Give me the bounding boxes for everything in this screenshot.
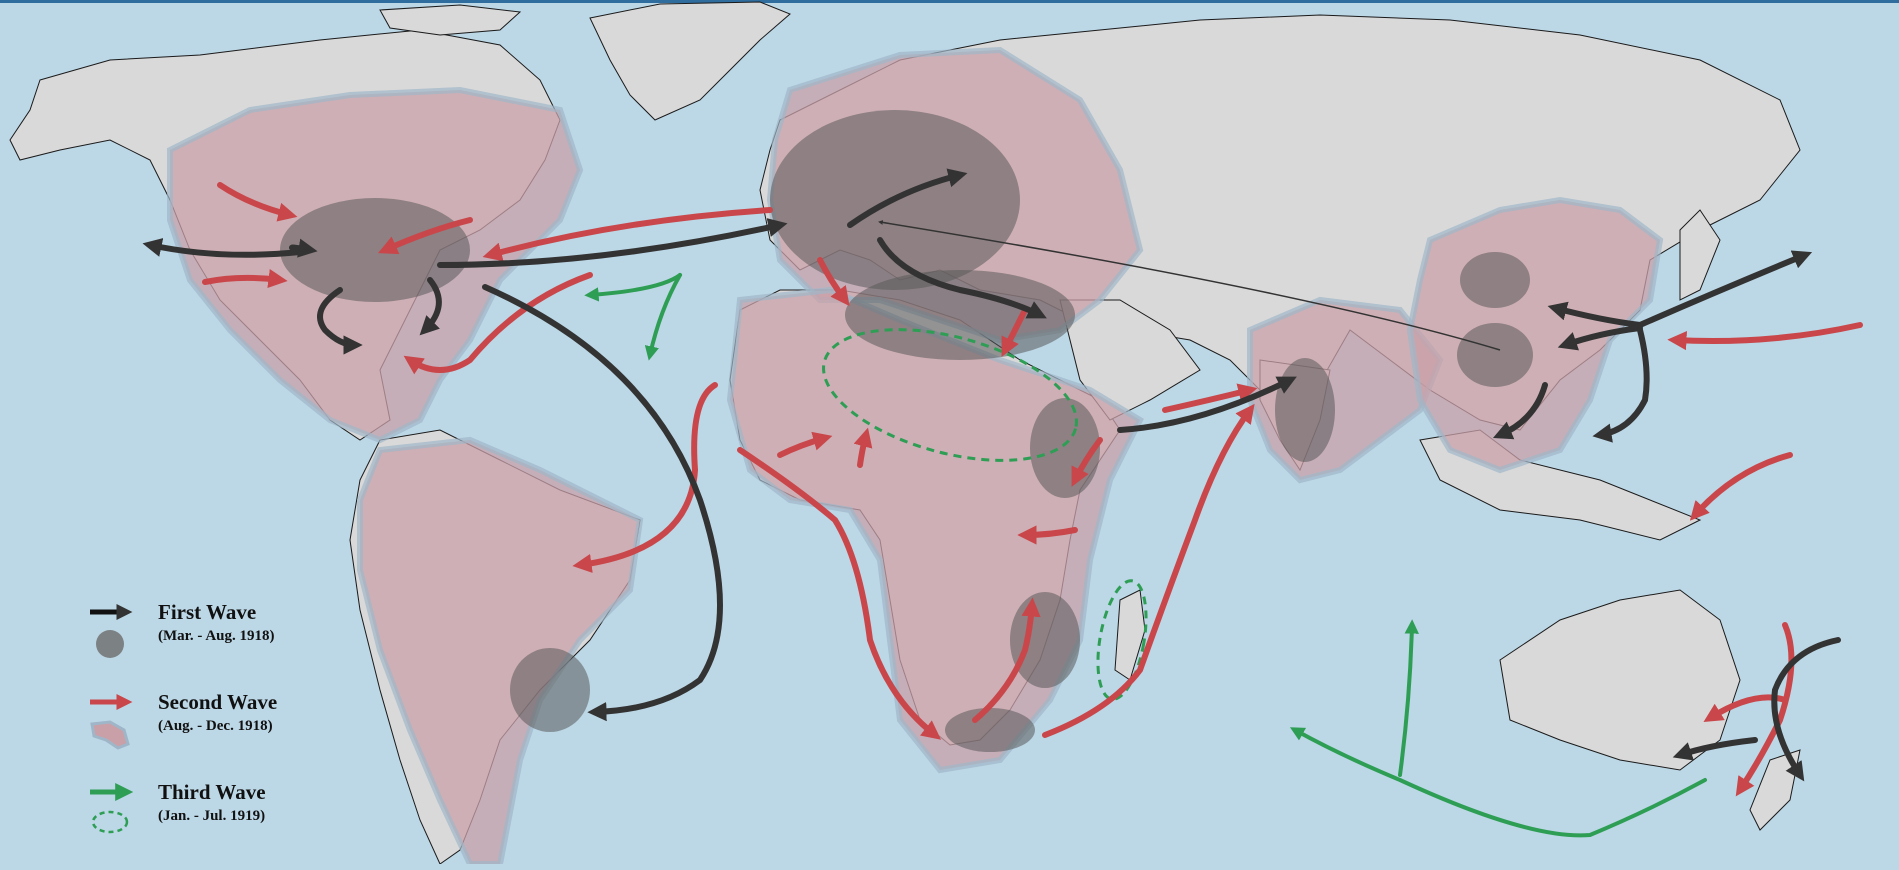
red-arrow-nw-america [217, 182, 298, 222]
black-arrow-to-brazil [482, 284, 723, 722]
black-arrow-us-gulf-2 [419, 277, 442, 336]
land-arctic-islands [379, 4, 522, 36]
legend-first-wave-dates: (Mar. - Aug. 1918) [158, 628, 275, 644]
black-arrow-to-west-coast [142, 238, 303, 258]
red-arrow-west-america [202, 269, 288, 289]
third-wave-area-sahara [822, 328, 1078, 462]
hotspot-southern-africa [1010, 592, 1080, 688]
third-wave-areas [822, 328, 1148, 701]
second-wave-arrows [202, 182, 1863, 797]
top-border [0, 0, 1899, 3]
third-wave-area-madagascar [1096, 579, 1148, 701]
black-arrow-america-to-europe [437, 218, 788, 268]
land-madagascar [1114, 589, 1146, 681]
hotspot-east-africa [1030, 398, 1100, 498]
black-arrow-china-south [1557, 325, 1643, 351]
black-arrow-arabia-india [1117, 376, 1297, 433]
hotspot-china-south [1457, 323, 1533, 387]
grey-circle-icon [96, 630, 124, 658]
hotspot-india [1275, 358, 1335, 462]
legend-third-wave: Third Wave (Jan. - Jul. 1919) [88, 780, 348, 870]
legend-third-wave-title: Third Wave [158, 780, 266, 804]
land-greenland [589, 1, 791, 121]
legend-second-wave-title: Second Wave [158, 690, 278, 714]
black-arrow-europe-mideast [877, 237, 1047, 319]
red-arrow-atlantic-west [403, 272, 593, 375]
third-wave-arrows [584, 273, 1707, 838]
red-arrow-nz-2 [1735, 622, 1795, 797]
first-wave-arrows [142, 168, 1841, 782]
legend-second-wave-dates: (Aug. - Dec. 1918) [158, 718, 273, 734]
pink-region-icon [90, 720, 130, 750]
first-wave-symbols [90, 603, 133, 658]
second-wave-symbols [90, 693, 133, 750]
red-arrow-to-india [1162, 383, 1258, 413]
green-arrow-atlantic-2 [644, 273, 682, 361]
red-arrow-europe-south [817, 257, 850, 307]
region-south-america [357, 436, 644, 864]
legend: First Wave (Mar. - Aug. 1918) Second Wav… [88, 600, 348, 870]
hotspot-north-america [280, 198, 470, 302]
red-arrow-middle-east-south [1001, 307, 1028, 357]
black-arrow-europe-east [847, 168, 968, 228]
red-arrow-east-africa [1071, 437, 1103, 487]
green-dashed-ellipse-icon [91, 810, 129, 834]
red-arrow-east-coast-in [377, 217, 473, 255]
black-arrow-pacific [1637, 250, 1813, 328]
red-arrow-pacific-china [1667, 322, 1863, 351]
red-arrow-west-africa-1 [777, 431, 833, 458]
red-arrow-southern-africa-up [972, 597, 1041, 723]
red-arrow-indian-ocean [1042, 403, 1255, 738]
hotspot-brazil [510, 648, 590, 732]
red-arrow-nz-1 [1703, 694, 1788, 723]
red-arrow-west-africa-2 [853, 427, 873, 468]
red-arrow-indonesia [1689, 452, 1793, 521]
green-arrow-atlantic-1 [584, 273, 682, 302]
green-arrow-southern-pacific [1289, 727, 1707, 838]
legend-first-wave: First Wave (Mar. - Aug. 1918) [88, 600, 348, 690]
hotspot-south-africa-cape [945, 708, 1035, 752]
green-arrow-indian-ocean-north [1398, 619, 1419, 777]
route-line-china-europe [878, 220, 1501, 351]
black-arrow-us-gulf-1 [317, 287, 363, 355]
legend-first-wave-title: First Wave [158, 600, 257, 624]
black-arrow-australia [1672, 737, 1758, 761]
land-japan [1679, 209, 1721, 301]
red-arrow-atlantic-to-america [482, 207, 773, 262]
third-wave-symbols [90, 783, 134, 834]
black-arrow-nz-hook [1771, 637, 1841, 782]
black-arrow-philippines [1592, 327, 1650, 443]
hotspot-china-north [1460, 252, 1530, 308]
black-arrow-china-north [1547, 301, 1643, 328]
red-arrow-west-africa-south [737, 447, 942, 740]
legend-second-wave: Second Wave (Aug. - Dec. 1918) [88, 690, 348, 780]
black-arrow-se-asia [1492, 382, 1548, 440]
red-arrow-central-africa [1017, 525, 1078, 545]
legend-third-wave-dates: (Jan. - Jul. 1919) [158, 808, 266, 824]
black-arrow-west-america [289, 238, 318, 258]
